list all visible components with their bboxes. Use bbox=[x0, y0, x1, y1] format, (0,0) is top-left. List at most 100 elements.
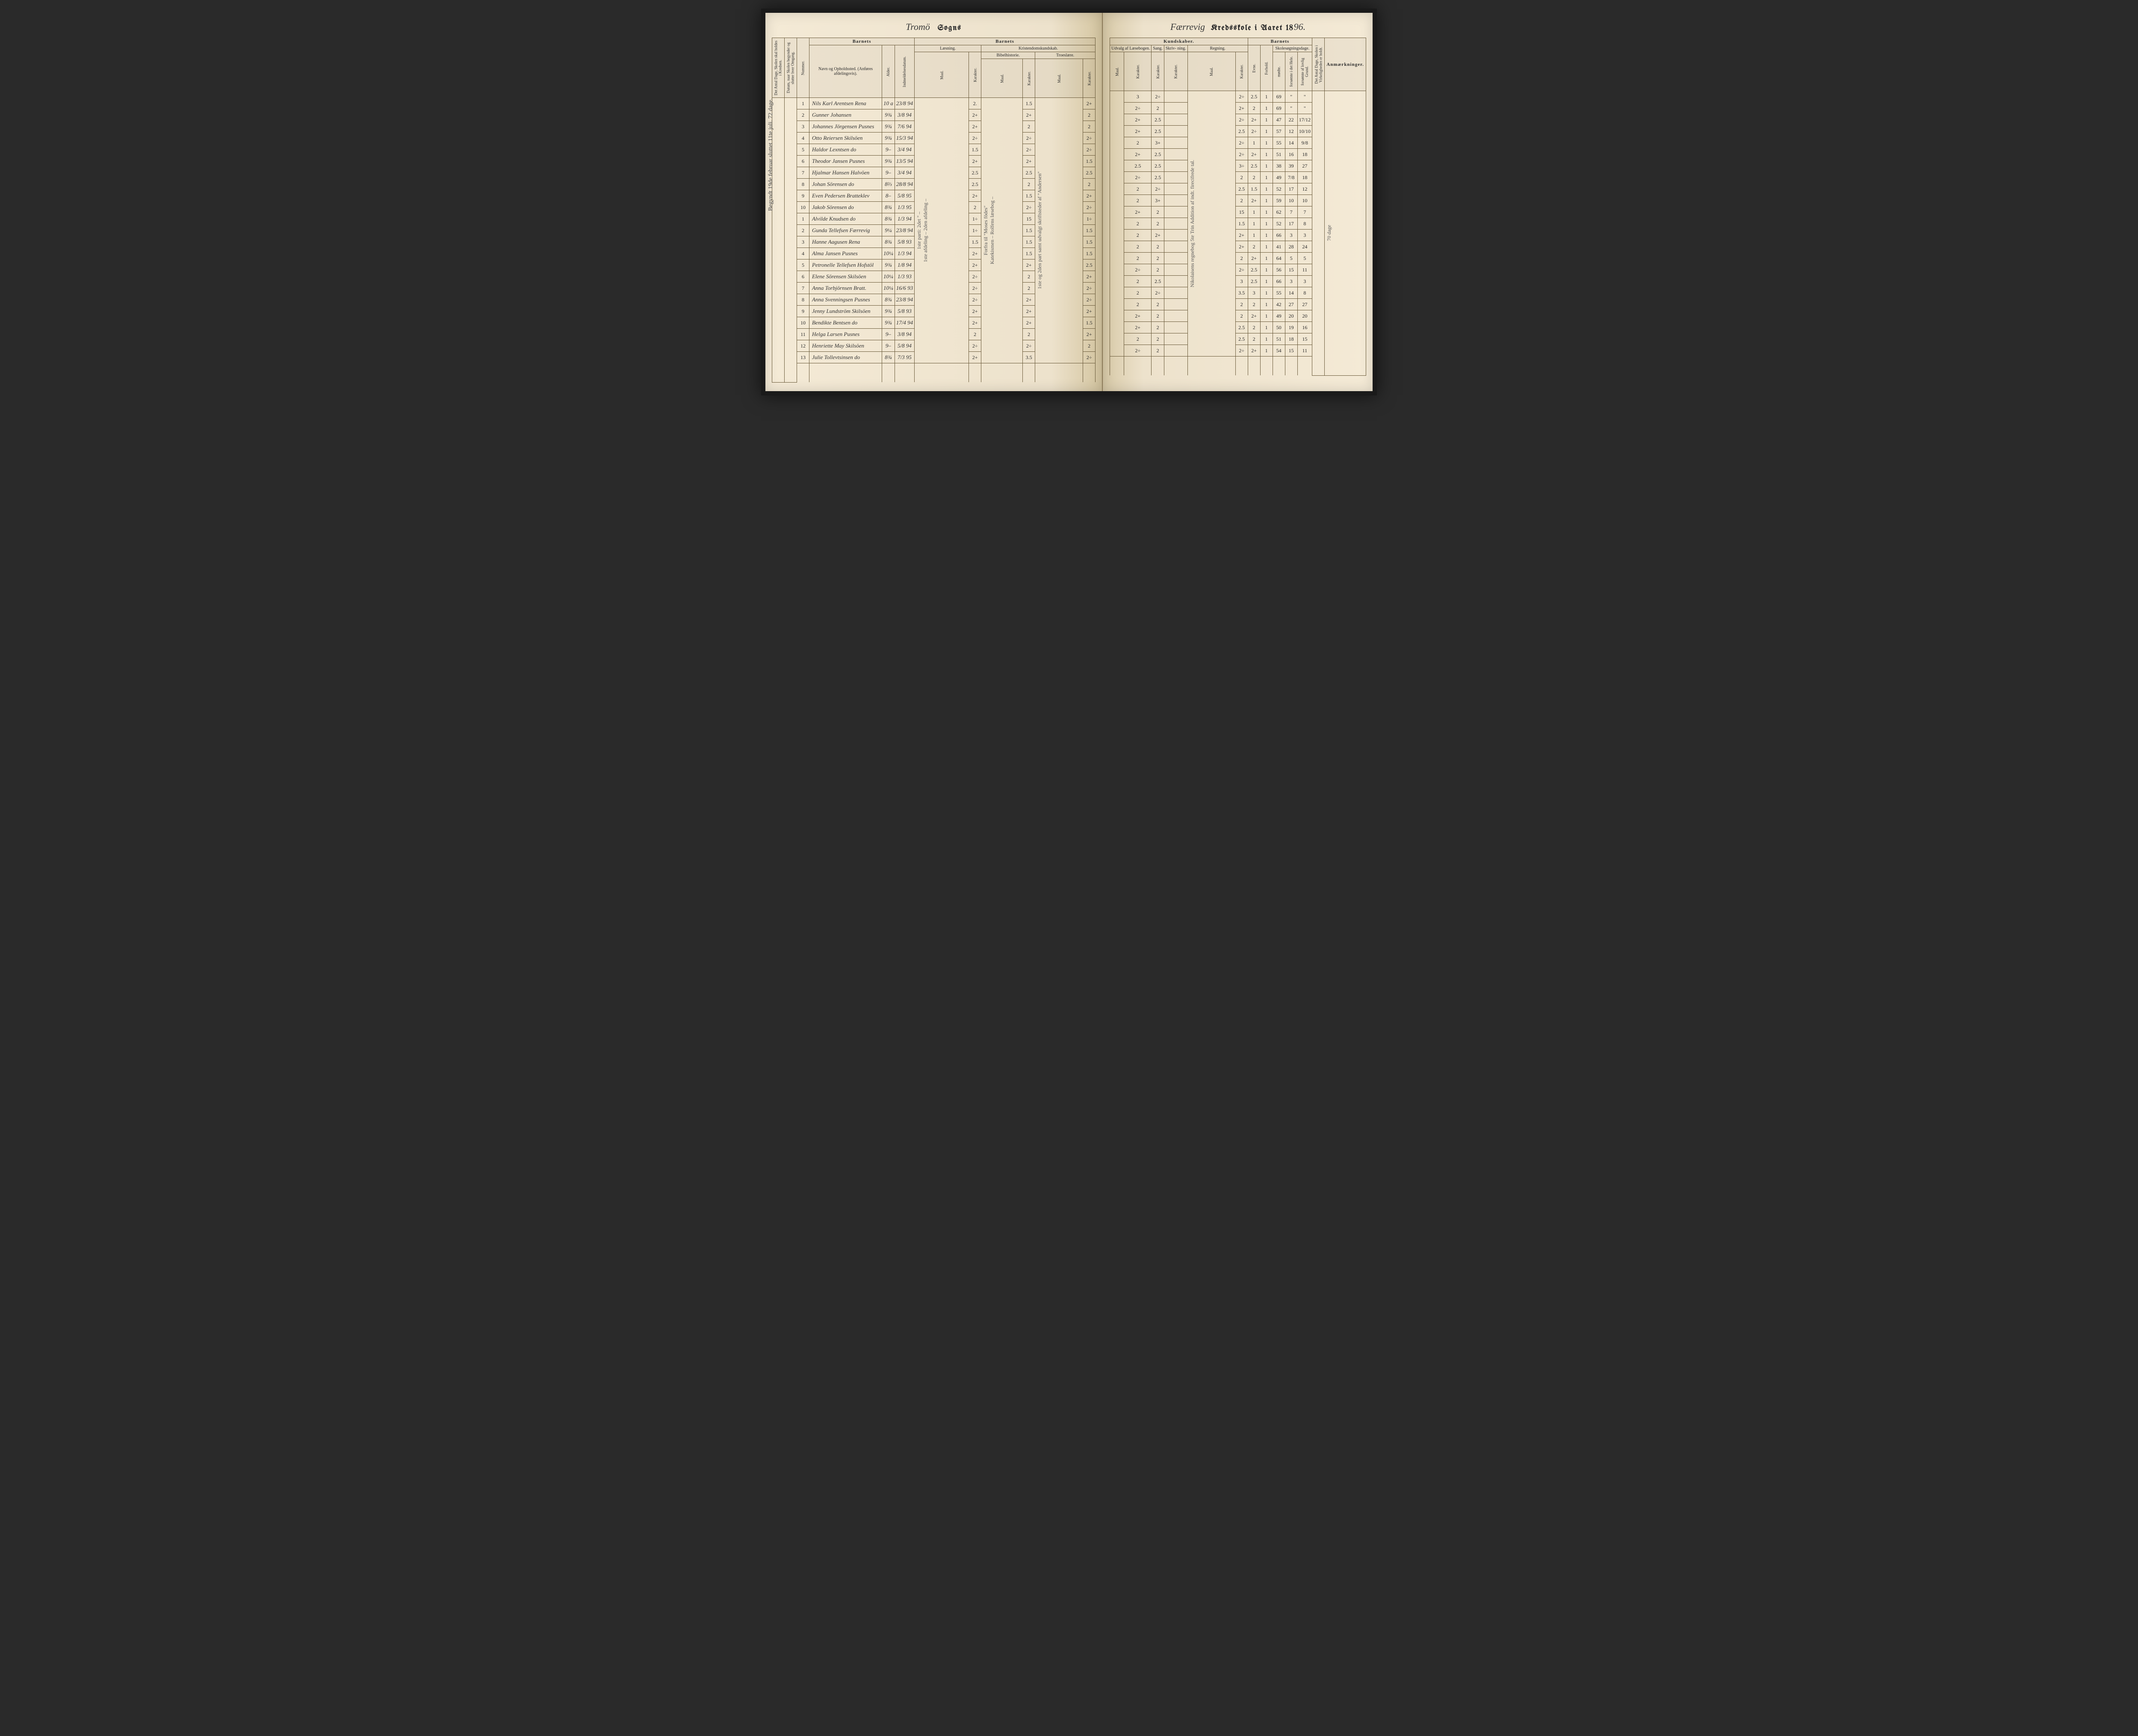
cell-sk bbox=[1164, 183, 1187, 195]
cell-sa: 2 bbox=[1152, 264, 1164, 276]
cell-sa: 2.5 bbox=[1152, 114, 1164, 126]
cell-ev: 2+ bbox=[1248, 195, 1260, 206]
cell-age: 9– bbox=[882, 340, 895, 352]
cell-n: 4 bbox=[797, 133, 809, 144]
col-re-kar: Karakter. bbox=[1235, 52, 1248, 91]
cell-ev: 1 bbox=[1248, 230, 1260, 241]
cell-f2: 12 bbox=[1297, 183, 1312, 195]
cell-n: 9 bbox=[797, 190, 809, 202]
cell-sa: 2 bbox=[1152, 310, 1164, 322]
cell-n: 3 bbox=[797, 121, 809, 133]
cell-ind: 7/6 94 bbox=[895, 121, 914, 133]
cell-ev: 2.5 bbox=[1248, 160, 1260, 172]
cell-f2: 10 bbox=[1297, 195, 1312, 206]
cell-f1: 7 bbox=[1285, 206, 1297, 218]
cell-ud: 2 bbox=[1124, 137, 1152, 149]
cell-ud: 2 bbox=[1124, 218, 1152, 230]
spacer-cell bbox=[1023, 363, 1035, 383]
cell-age: 10¼ bbox=[882, 248, 895, 259]
cell-re: 2 bbox=[1235, 253, 1248, 264]
cell-ud: 2 bbox=[1124, 241, 1152, 253]
cell-ev: 2 bbox=[1248, 172, 1260, 183]
cell-fh: 1 bbox=[1260, 322, 1273, 333]
cell-lk: 1.5 bbox=[969, 236, 981, 248]
cell-bh: 1.5 bbox=[1023, 225, 1035, 236]
cell-age: 9¼ bbox=[882, 225, 895, 236]
spacer-cell bbox=[915, 363, 969, 383]
cell-ud: 2 bbox=[1124, 183, 1152, 195]
cell-mo: 55 bbox=[1273, 287, 1285, 299]
spacer-row bbox=[772, 363, 1095, 383]
cell-name: Gunda Tellefsen Færrevig bbox=[809, 225, 882, 236]
cell-tr: 1.5 bbox=[1083, 317, 1096, 329]
cell-name: Petronelle Tellefsen Hofstöl bbox=[809, 259, 882, 271]
margin-note: Begyndt 19de februar sluttet 11te juli. … bbox=[768, 98, 774, 211]
cell-ev: 2+ bbox=[1248, 253, 1260, 264]
cell-ev: 2.5 bbox=[1248, 276, 1260, 287]
cell-ud: 2 bbox=[1124, 276, 1152, 287]
cell-sk bbox=[1164, 126, 1187, 137]
cell-n: 1 bbox=[797, 98, 809, 109]
cell-mo: 51 bbox=[1273, 333, 1285, 345]
cell-f2: 3 bbox=[1297, 276, 1312, 287]
cell-f1: 16 bbox=[1285, 149, 1297, 160]
cell-age: 9¾ bbox=[882, 306, 895, 317]
col-laes-kar: Karakter. bbox=[969, 52, 981, 98]
cell-mo: 38 bbox=[1273, 160, 1285, 172]
cell-f1: 14 bbox=[1285, 287, 1297, 299]
cell-ud: 2+ bbox=[1124, 149, 1152, 160]
col-anmaerk: Anmærkninger. bbox=[1325, 38, 1366, 91]
cell-f2: 15 bbox=[1297, 333, 1312, 345]
table-row: 1Nils Karl Arentsen Rena10 a23/8 941ste … bbox=[772, 98, 1095, 109]
cell-ind: 13/5 94 bbox=[895, 156, 914, 167]
cell-bh: 2.5 bbox=[1023, 167, 1035, 179]
cell-re: 2 bbox=[1235, 310, 1248, 322]
cell-f2: 7 bbox=[1297, 206, 1312, 218]
cell-ud: 2 bbox=[1124, 195, 1152, 206]
cell-ev: 2 bbox=[1248, 322, 1260, 333]
cell-re: 3 bbox=[1235, 276, 1248, 287]
col-indmeldelse: Indmeldelsesdatum. bbox=[895, 45, 914, 98]
cell-mo: 49 bbox=[1273, 310, 1285, 322]
cell-n: 2 bbox=[797, 109, 809, 121]
cell-age: 8¾ bbox=[882, 202, 895, 213]
year-suffix: 96. bbox=[1294, 21, 1306, 32]
cell-mo: 51 bbox=[1273, 149, 1285, 160]
cell-name: Otto Reiersen Skilsöen bbox=[809, 133, 882, 144]
col-modte: mødte. bbox=[1273, 52, 1285, 91]
cell-mo: 54 bbox=[1273, 345, 1285, 357]
cell-sa: 2 bbox=[1152, 206, 1164, 218]
cell-age: 8¾ bbox=[882, 352, 895, 363]
cell-n: 11 bbox=[797, 329, 809, 340]
cell-ud: 2 bbox=[1124, 253, 1152, 264]
cell-tr: 2.5 bbox=[1083, 259, 1096, 271]
cell-ind: 15/3 94 bbox=[895, 133, 914, 144]
cell-mo: 50 bbox=[1273, 322, 1285, 333]
col-bibel: Bibelhistorie. bbox=[981, 52, 1035, 59]
cell-sk bbox=[1164, 287, 1187, 299]
cell-ud: 2 bbox=[1124, 333, 1152, 345]
cell-f1: 3 bbox=[1285, 230, 1297, 241]
cell-fh: 1 bbox=[1260, 103, 1273, 114]
spacer-cell bbox=[1152, 357, 1164, 376]
cell-sk bbox=[1164, 333, 1187, 345]
cell-f1: 15 bbox=[1285, 345, 1297, 357]
cell-sa: 2 bbox=[1152, 333, 1164, 345]
cell-f2: 27 bbox=[1297, 160, 1312, 172]
spacer-cell bbox=[1110, 357, 1124, 376]
cell-ev: 1 bbox=[1248, 206, 1260, 218]
cell-sk bbox=[1164, 195, 1187, 206]
cell-tr: 1÷ bbox=[1083, 213, 1096, 225]
cell-fh: 1 bbox=[1260, 195, 1273, 206]
spacer-cell bbox=[1273, 357, 1285, 376]
cell-sa: 2 bbox=[1152, 241, 1164, 253]
cell-ud: 2 bbox=[1124, 299, 1152, 310]
cell-re: 2 bbox=[1235, 195, 1248, 206]
page-title-left: Tromö Sogns bbox=[772, 21, 1096, 32]
cell-tr: 2÷ bbox=[1083, 352, 1096, 363]
cell-f2: " bbox=[1297, 103, 1312, 114]
cell-name: Henriette May Skilsöen bbox=[809, 340, 882, 352]
cell-f2: 27 bbox=[1297, 299, 1312, 310]
cell-n: 7 bbox=[797, 167, 809, 179]
cell-sk bbox=[1164, 172, 1187, 183]
